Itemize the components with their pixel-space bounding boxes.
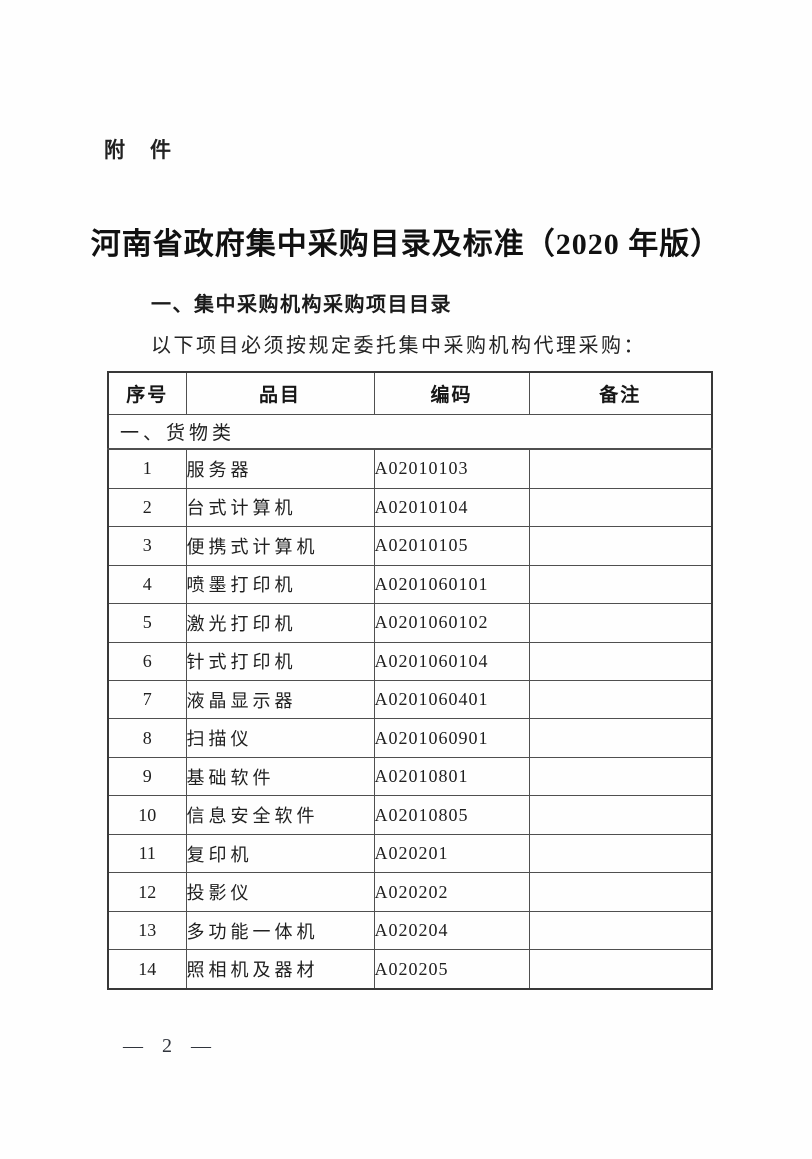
cell-note [528,949,713,990]
cell-no: 14 [107,949,187,990]
cell-item: 多功能一体机 [185,910,375,951]
procurement-catalog-table: 序号 品目 编码 备注 一、货物类 1 服务器 A02010103 2 台式计算… [107,371,713,990]
cell-no: 11 [107,833,187,874]
table-row: 4 喷墨打印机 A0201060101 [107,564,713,605]
cell-item: 信息安全软件 [185,795,375,835]
attachment-label: 附 件 [104,139,173,162]
cell-code: A020205 [373,949,530,990]
category-label: 一、货物类 [107,413,713,450]
cell-item: 液晶显示器 [185,680,375,720]
cell-code: A02010105 [373,526,530,566]
column-header-code: 编码 [373,371,530,415]
cell-no: 2 [107,487,187,528]
cell-item: 复印机 [185,833,375,874]
cell-no: 12 [107,872,187,912]
page-number: — 2 — [123,1035,218,1057]
cell-no: 9 [107,756,187,797]
table-row: 14 照相机及器材 A020205 [107,949,713,990]
cell-no: 6 [107,641,187,682]
cell-code: A0201060102 [373,603,530,643]
column-header-item: 品目 [185,371,375,415]
cell-code: A020201 [373,833,530,874]
cell-item: 喷墨打印机 [185,564,375,605]
cell-item: 投影仪 [185,872,375,912]
cell-note [528,718,713,758]
cell-note [528,910,713,951]
cell-note [528,833,713,874]
cell-item: 服务器 [185,448,375,489]
cell-no: 13 [107,910,187,951]
intro-text: 以下项目必须按规定委托集中采购机构代理采购： [151,335,646,357]
cell-item: 扫描仪 [185,718,375,758]
cell-note [528,680,713,720]
cell-note [528,795,713,835]
table-row: 8 扫描仪 A0201060901 [107,718,713,758]
table-row: 7 液晶显示器 A0201060401 [107,680,713,720]
table-row: 13 多功能一体机 A020204 [107,910,713,951]
cell-code: A0201060401 [373,680,530,720]
cell-item: 基础软件 [185,756,375,797]
cell-item: 针式打印机 [185,641,375,682]
table-row: 3 便携式计算机 A02010105 [107,526,713,566]
cell-note [528,603,713,643]
column-header-no: 序号 [107,371,187,415]
table-row: 11 复印机 A020201 [107,833,713,874]
table-header-row: 序号 品目 编码 备注 [107,371,713,415]
table-row: 5 激光打印机 A0201060102 [107,603,713,643]
page-title: 河南省政府集中采购目录及标准（2020 年版） [90,228,722,261]
cell-note [528,526,713,566]
cell-code: A02010805 [373,795,530,835]
table-row: 2 台式计算机 A02010104 [107,487,713,528]
cell-no: 7 [107,680,187,720]
cell-item: 照相机及器材 [185,949,375,990]
cell-code: A020204 [373,910,530,951]
cell-no: 10 [107,795,187,835]
table-row: 6 针式打印机 A0201060104 [107,641,713,682]
table-row: 9 基础软件 A02010801 [107,756,713,797]
cell-no: 1 [107,448,187,489]
cell-no: 4 [107,564,187,605]
cell-item: 激光打印机 [185,603,375,643]
category-row-goods: 一、货物类 [107,413,713,450]
cell-note [528,487,713,528]
cell-no: 5 [107,603,187,643]
table-row: 12 投影仪 A020202 [107,872,713,912]
cell-code: A0201060901 [373,718,530,758]
section-heading: 一、集中采购机构采购项目目录 [151,294,452,316]
table-row: 10 信息安全软件 A02010805 [107,795,713,835]
cell-item: 便携式计算机 [185,526,375,566]
cell-code: A02010103 [373,448,530,489]
cell-note [528,872,713,912]
cell-note [528,641,713,682]
table-row: 1 服务器 A02010103 [107,448,713,489]
cell-no: 3 [107,526,187,566]
cell-note [528,564,713,605]
cell-code: A02010801 [373,756,530,797]
cell-no: 8 [107,718,187,758]
cell-code: A020202 [373,872,530,912]
cell-note [528,448,713,489]
column-header-remark: 备注 [528,371,713,415]
cell-item: 台式计算机 [185,487,375,528]
cell-code: A02010104 [373,487,530,528]
cell-note [528,756,713,797]
cell-code: A0201060104 [373,641,530,682]
cell-code: A0201060101 [373,564,530,605]
